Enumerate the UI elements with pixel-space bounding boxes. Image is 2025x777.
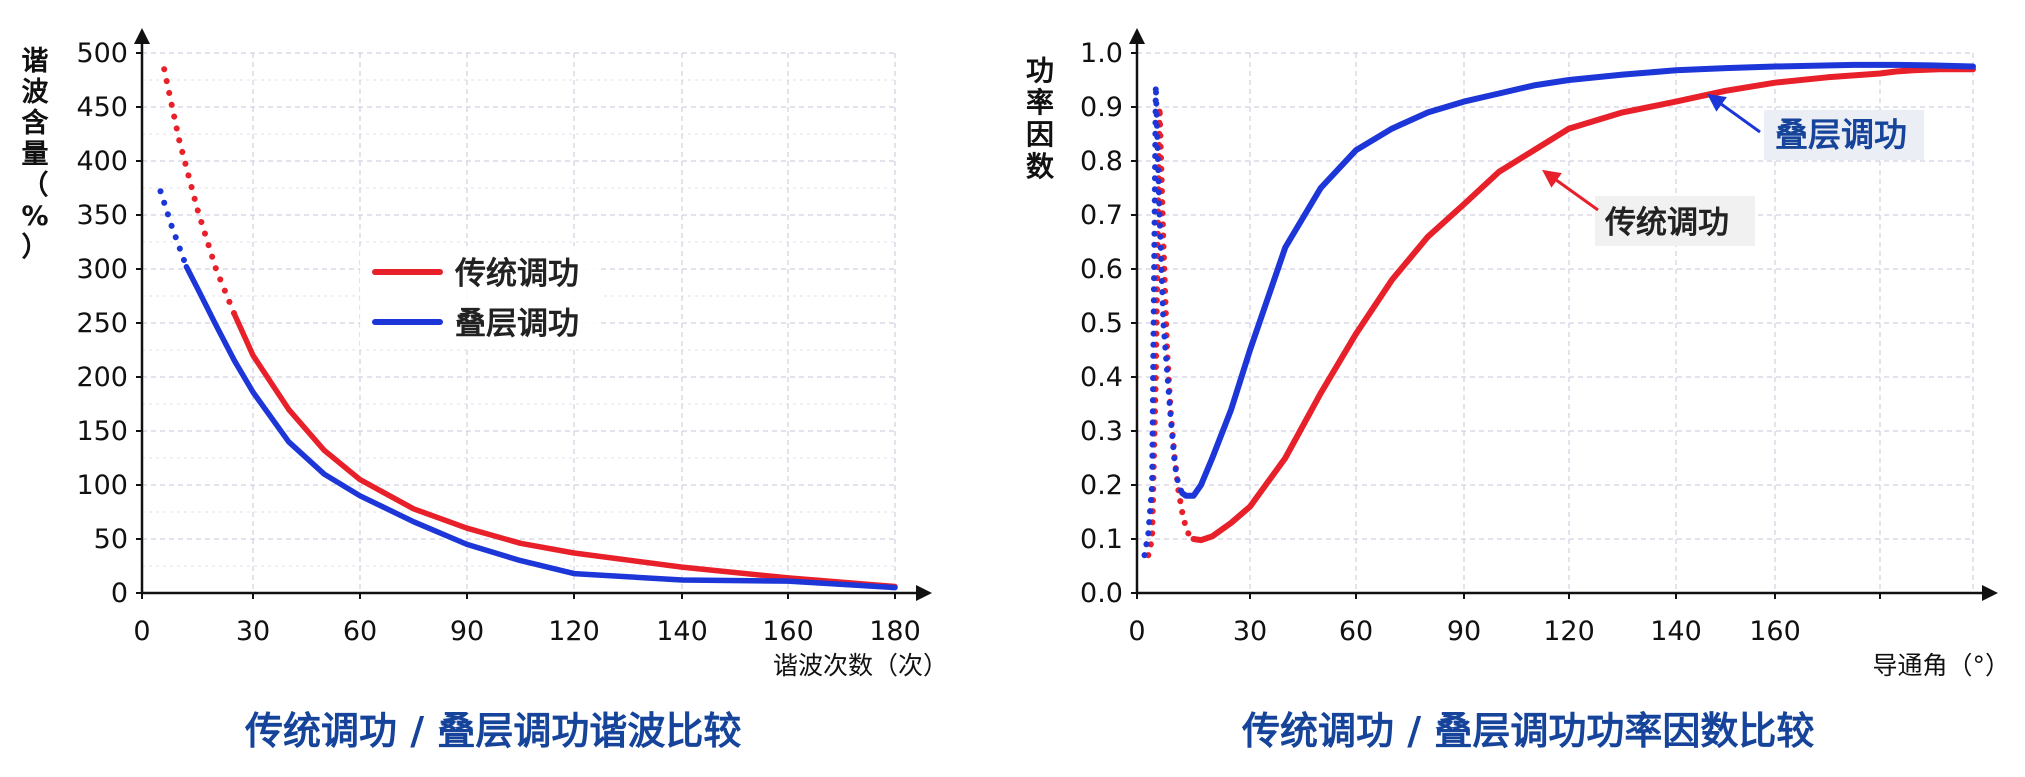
y-tick-label: 0.8: [1080, 146, 1123, 177]
annotation-arrow-traditional: [1542, 169, 1599, 212]
y-tick-label: 1.0: [1080, 38, 1123, 69]
power-factor-chart-title: 传统调功 / 叠层调功功率因数比较: [1242, 709, 1815, 753]
y-axis-label-char: （: [22, 170, 49, 201]
y-axis-label: 谐波含量（%）: [21, 46, 49, 263]
y-tick-label: 200: [76, 362, 128, 393]
x-axis-label: 谐波次数（次）: [773, 651, 948, 680]
y-axis-label-char: ）: [22, 232, 49, 263]
y-tick-label: 0.4: [1080, 362, 1123, 393]
series-line-blue-dotted: [1141, 85, 1186, 559]
annotation-stacked: 叠层调功: [1707, 93, 1924, 160]
x-tick-label: 160: [762, 616, 814, 647]
y-axis-label: 功率因数: [1026, 54, 1055, 183]
series-line-red-dotted: [161, 66, 238, 318]
y-tick-label: 150: [76, 416, 128, 447]
y-axis-label-char: 谐: [22, 46, 49, 77]
x-tick-label: 90: [1447, 616, 1481, 647]
y-axis-label-char: 功: [1026, 54, 1054, 87]
y-tick-label: 350: [76, 200, 128, 231]
x-axis-label: 导通角（°）: [1872, 651, 2010, 680]
y-tick-label: 450: [76, 92, 128, 123]
x-tick-label: 180: [869, 616, 921, 647]
x-axis-arrow: [1982, 585, 1998, 601]
power-factor-chart: 0.0 0.1 0.2 0.3 0.4 0.5 0.6 0.7 0.8 0.9 1.0 0 30 60 90…: [1026, 28, 2010, 680]
y-tick-label: 300: [76, 254, 128, 285]
harmonic-chart: 0 50 100 150 200 250 300 350 400 450 500 0 30 60 90 120…: [21, 28, 948, 680]
y-tick-label: 250: [76, 308, 128, 339]
y-tick-label: 0.3: [1080, 416, 1123, 447]
y-tick-label: 0.7: [1080, 200, 1123, 231]
series-line-blue: [1179, 61, 1976, 499]
annotation-arrow-stacked: [1707, 93, 1761, 134]
legend-entry: 叠层调功: [455, 306, 579, 342]
y-tick-label: 0.5: [1080, 308, 1123, 339]
x-axis-arrow: [916, 585, 932, 601]
x-tick-label: 30: [1233, 616, 1267, 647]
x-tick-label: 60: [1339, 616, 1373, 647]
y-axis-label-char: 波: [22, 77, 50, 108]
x-tick-label: 140: [1650, 616, 1702, 647]
series-line-blue-dotted: [157, 188, 190, 270]
y-axis-arrow: [1129, 28, 1145, 44]
y-axis-arrow: [134, 28, 150, 44]
y-tick-label: 0.1: [1080, 524, 1123, 555]
y-axis-label-char: %: [21, 201, 48, 232]
x-tick-label: 30: [236, 616, 270, 647]
x-tick-label: 0: [1128, 616, 1145, 647]
annotation-label-stacked: 叠层调功: [1775, 115, 1907, 154]
series-line-red: [1190, 66, 1976, 544]
y-tick-label: 500: [76, 38, 128, 69]
y-tick-label: 0.0: [1080, 578, 1123, 609]
x-tick-label: 120: [1543, 616, 1595, 647]
series-line-blue: [183, 264, 898, 591]
legend-entry: 传统调功: [454, 256, 579, 292]
x-tick-label: 0: [133, 616, 150, 647]
y-tick-label: 0.9: [1080, 92, 1123, 123]
x-tick-label: 160: [1749, 616, 1801, 647]
legend-box: [360, 246, 600, 346]
y-tick-label: 50: [94, 524, 128, 555]
y-axis-label-char: 量: [22, 139, 49, 170]
y-tick-label: 0.2: [1080, 470, 1123, 501]
y-axis-label-char: 因: [1026, 118, 1054, 151]
x-tick-label: 140: [656, 616, 708, 647]
y-axis-label-char: 率: [1026, 86, 1054, 119]
y-tick-label: 100: [76, 470, 128, 501]
x-tick-label: 60: [343, 616, 377, 647]
annotation-box: [1595, 196, 1755, 246]
harmonic-chart-title: 传统调功 / 叠层调功谐波比较: [245, 709, 742, 753]
y-axis-label-char: 含: [22, 107, 50, 139]
y-tick-label: 0.6: [1080, 254, 1123, 285]
y-tick-label: 0: [111, 578, 128, 609]
annotation-label-traditional: 传统调功: [1604, 205, 1729, 241]
x-tick-label: 120: [548, 616, 600, 647]
series-line-red: [231, 311, 898, 590]
annotation-traditional: 传统调功: [1542, 169, 1755, 246]
x-tick-label: 90: [450, 616, 484, 647]
annotation-box: [1764, 110, 1924, 160]
y-axis-label-char: 数: [1026, 150, 1055, 183]
y-tick-label: 400: [76, 146, 128, 177]
